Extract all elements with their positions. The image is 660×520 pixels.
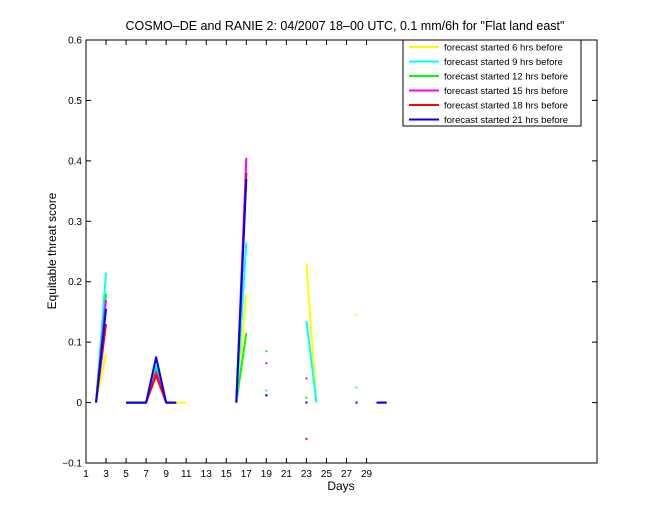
data-point: [305, 377, 308, 380]
x-tick-label: 27: [341, 469, 353, 480]
series-line: [305, 320, 318, 403]
y-tick-label: 0.3: [68, 217, 82, 228]
series-line: [126, 356, 177, 404]
data-point: [265, 394, 268, 397]
x-tick-label: 29: [361, 469, 373, 480]
data-point: [265, 350, 268, 353]
data-point: [355, 313, 358, 316]
series-6: [95, 178, 387, 404]
x-tick-label: 17: [241, 469, 253, 480]
legend-label: forecast started 15 hrs before: [444, 86, 568, 97]
y-tick-label: 0.2: [68, 277, 82, 288]
data-point: [265, 362, 268, 365]
series-line: [95, 308, 108, 403]
y-tick-label: 0.5: [68, 96, 82, 107]
x-axis-label: Days: [327, 479, 354, 493]
legend-label: forecast started 12 hrs before: [444, 72, 568, 83]
x-tick-label: 11: [181, 469, 192, 480]
axis-ticks: 1 3 5 7 9 11 13 15 17 19 21 23 25 27 29−0.100.10.20.30…: [62, 36, 597, 480]
x-tick-label: 25: [321, 469, 333, 480]
legend-label: forecast started 9 hrs before: [444, 57, 563, 68]
legend-label: forecast started 6 hrs before: [444, 43, 563, 54]
y-tick-label: −0.1: [62, 459, 82, 470]
data-point: [305, 396, 308, 399]
data-point: [355, 386, 358, 389]
data-point: [305, 437, 308, 440]
x-tick-label: 15: [221, 469, 233, 480]
y-axis-label: Equitable threat score: [45, 192, 59, 309]
legend-label: forecast started 18 hrs before: [444, 101, 568, 112]
x-tick-label: 1: [83, 469, 89, 480]
y-tick-label: 0.6: [68, 36, 82, 47]
legend: forecast started 6 hrs before forecast st…: [402, 39, 582, 127]
chart-title: COSMO–DE and RANIE 2: 04/2007 18–00 UTC,…: [126, 19, 565, 33]
x-tick-label: 3: [103, 469, 109, 480]
x-tick-label: 9: [163, 469, 169, 480]
y-tick-label: 0.1: [68, 338, 82, 349]
data-point: [265, 389, 268, 392]
series-line: [235, 178, 248, 403]
series-line: [235, 332, 248, 403]
data-point: [305, 401, 308, 404]
x-tick-label: 23: [301, 469, 313, 480]
x-tick-label: 7: [143, 469, 149, 480]
series-lines: [95, 157, 387, 440]
y-tick-label: 0.4: [68, 156, 82, 167]
x-tick-label: 13: [201, 469, 213, 480]
x-tick-label: 5: [123, 469, 129, 480]
x-tick-label: 19: [261, 469, 273, 480]
series-line: [305, 263, 318, 403]
x-tick-label: 21: [281, 469, 293, 480]
data-point: [355, 401, 358, 404]
legend-box: [402, 39, 582, 127]
y-tick-label: 0: [76, 398, 82, 409]
legend-label: forecast started 21 hrs before: [444, 115, 568, 126]
